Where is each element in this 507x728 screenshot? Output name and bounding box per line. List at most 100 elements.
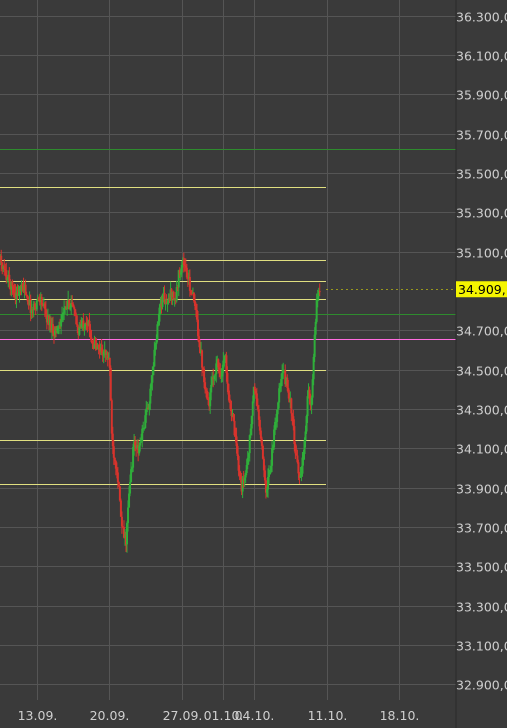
- candle: [1, 261, 4, 275]
- candle-body: [112, 446, 115, 458]
- current-price-marker: 34.909,: [326, 281, 507, 298]
- candle-body: [224, 355, 227, 359]
- chart-grid: [0, 0, 456, 700]
- y-tick-label: 33.900,0: [456, 482, 507, 497]
- candle: [94, 336, 97, 351]
- candle-body: [64, 306, 67, 308]
- candle: [308, 386, 311, 405]
- candle: [185, 263, 188, 280]
- candle: [156, 321, 159, 343]
- candle: [307, 383, 310, 399]
- candle-body: [159, 303, 162, 308]
- candle-body: [189, 290, 192, 294]
- candle-body: [14, 292, 17, 300]
- candle: [279, 382, 282, 393]
- candle: [142, 421, 145, 433]
- candle-body: [57, 326, 60, 329]
- y-tick-label: 34.100,0: [456, 442, 507, 457]
- candle-body: [110, 400, 113, 434]
- candle-body: [227, 383, 230, 395]
- candle-body: [218, 367, 221, 370]
- candle-body: [162, 292, 165, 295]
- candle: [126, 521, 129, 553]
- candle-body: [237, 456, 240, 471]
- candle-body: [193, 301, 196, 307]
- candle: [217, 358, 220, 374]
- candle: [269, 469, 272, 475]
- candle: [295, 445, 298, 456]
- candle: [28, 291, 31, 306]
- candle-body: [106, 352, 109, 359]
- candle: [101, 344, 104, 362]
- candle: [203, 366, 206, 389]
- candle: [163, 285, 166, 305]
- candle: [75, 312, 78, 325]
- candle-body: [26, 295, 29, 302]
- candle-body: [22, 286, 25, 293]
- candle-body: [10, 281, 13, 290]
- candle-body: [41, 304, 44, 306]
- candle: [215, 356, 218, 383]
- candle: [4, 263, 7, 277]
- candle-body: [282, 371, 285, 373]
- candle: [199, 339, 202, 354]
- candle: [173, 298, 176, 307]
- candle-body: [13, 292, 16, 294]
- candle-body: [215, 363, 218, 375]
- candle-body: [197, 319, 200, 337]
- price-axis[interactable]: 36.300,0 36.100,0 35.900,0 35.700,0 35.500,0…: [456, 10, 507, 693]
- candle: [59, 318, 62, 329]
- candle: [11, 279, 14, 295]
- candle-body: [305, 416, 308, 432]
- date-axis[interactable]: 13.09. 20.09. 27.09. 01.10.04.10. 11.10. 18.1…: [18, 708, 420, 723]
- candle-body: [249, 428, 252, 436]
- candle: [33, 301, 36, 311]
- candle-body: [163, 292, 166, 303]
- candle: [168, 293, 171, 304]
- candle: [175, 280, 178, 303]
- candle: [119, 498, 122, 517]
- candle: [281, 364, 284, 387]
- candle: [234, 427, 237, 443]
- candle: [253, 383, 256, 395]
- candle-body: [260, 438, 263, 446]
- candle: [231, 409, 234, 418]
- candle-body: [18, 288, 21, 294]
- candle-body: [44, 308, 47, 315]
- candle-body: [48, 319, 51, 326]
- candle-body: [137, 445, 140, 454]
- candle: [65, 300, 68, 310]
- candle-body: [52, 332, 55, 336]
- candle-body: [25, 294, 28, 296]
- candle: [23, 282, 26, 299]
- candle: [219, 363, 222, 380]
- candle-body: [60, 320, 63, 327]
- candle-body: [263, 470, 266, 481]
- candle-body: [283, 370, 286, 372]
- candle-body: [166, 302, 169, 304]
- candle: [116, 467, 119, 489]
- candle: [169, 281, 172, 301]
- candle-body: [134, 441, 137, 446]
- candle: [170, 287, 173, 305]
- candle: [110, 398, 113, 440]
- candle: [171, 291, 174, 306]
- candle: [265, 486, 268, 497]
- candle-body: [254, 390, 257, 394]
- candle: [263, 465, 266, 485]
- candle: [276, 409, 279, 428]
- candle-body: [270, 465, 273, 472]
- candle: [97, 344, 100, 355]
- candle-body: [280, 378, 283, 387]
- candle: [259, 427, 262, 443]
- candle: [188, 269, 191, 297]
- candle: [98, 340, 101, 359]
- candle: [99, 343, 102, 355]
- candle: [193, 294, 196, 310]
- candle: [86, 317, 89, 333]
- candle-body: [164, 301, 167, 303]
- candle-body: [289, 398, 292, 403]
- candle: [37, 296, 40, 302]
- candle: [238, 465, 241, 481]
- candle-body: [122, 527, 125, 538]
